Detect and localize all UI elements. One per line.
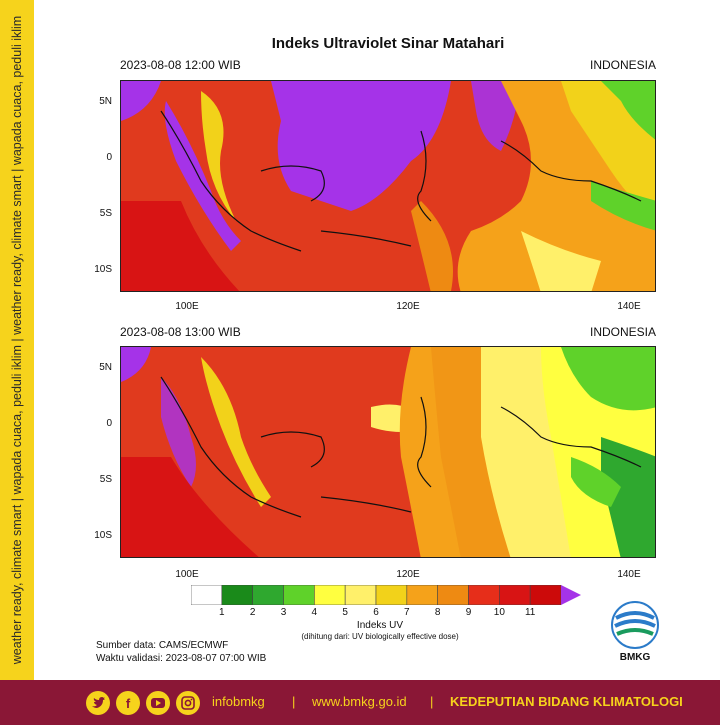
- instagram-icon[interactable]: [176, 691, 200, 715]
- side-banner-text: weather ready, climate smart | wapada cu…: [10, 15, 24, 665]
- map2-datetime: 2023-08-08 13:00 WIB: [120, 325, 241, 339]
- legend-swatch: [406, 584, 438, 606]
- legend-tick-label: 6: [373, 607, 379, 618]
- legend-tick-label: 10: [493, 607, 505, 618]
- legend-title: Indeks UV: [356, 620, 404, 631]
- map1-datetime: 2023-08-08 12:00 WIB: [120, 58, 241, 72]
- map2-lon-label: 140E: [617, 569, 641, 580]
- bmkg-logo-icon: [610, 600, 660, 650]
- map1-lon-label: 140E: [617, 301, 641, 312]
- map1-lon-label: 100E: [175, 301, 199, 312]
- legend-tick-label: 11: [524, 607, 536, 618]
- map2-lat-label: 5N: [99, 362, 112, 373]
- validity-time: Waktu validasi: 2023-08-07 07:00 WIB: [96, 653, 267, 664]
- uv-map-1200: [120, 80, 656, 292]
- legend-tick-label: 1: [219, 607, 225, 618]
- side-banner: weather ready, climate smart | wapada cu…: [0, 0, 34, 680]
- legend-subtitle: (dihitung dari: UV biologically effectiv…: [301, 632, 459, 641]
- uv-map-1200-canvas: [121, 81, 655, 291]
- map2-lat-label: 10S: [94, 530, 112, 541]
- map1-lat-label: 5S: [99, 208, 112, 219]
- legend-tick-label: 4: [311, 607, 318, 618]
- legend-swatch: [344, 584, 377, 606]
- legend-tick-label: 3: [280, 607, 287, 618]
- uv-legend-colorbar-svg: [190, 584, 581, 606]
- legend-tick-label: 2: [249, 607, 256, 618]
- map2-lat-label: 0: [106, 418, 112, 429]
- legend-tick-label: 8: [434, 607, 441, 618]
- twitter-icon[interactable]: [86, 691, 110, 715]
- uv-map-1300: [120, 346, 656, 558]
- footer-separator: |: [430, 694, 434, 709]
- legend-tick-label: 5: [342, 607, 348, 618]
- map2-lon-label: 120E: [396, 569, 420, 580]
- legend-swatch: [468, 584, 500, 606]
- legend-swatch: [283, 584, 315, 606]
- footer-separator: |: [292, 694, 296, 709]
- map2-region: INDONESIA: [589, 325, 656, 339]
- legend-tick-label: 9: [465, 607, 472, 618]
- legend-swatch: [437, 584, 469, 606]
- social-handle[interactable]: infobmkg: [212, 694, 265, 709]
- legend-swatch: [252, 584, 284, 606]
- map1-region: INDONESIA: [589, 58, 656, 72]
- source-data: Sumber data: CAMS/ECMWF: [96, 640, 229, 651]
- youtube-icon[interactable]: [146, 691, 170, 715]
- legend-swatch: [529, 584, 562, 606]
- map1-lon-label: 120E: [396, 301, 420, 312]
- facebook-icon[interactable]: f: [116, 691, 140, 715]
- legend-swatch: [190, 584, 223, 606]
- map1-lat-label: 0: [106, 152, 112, 163]
- map1-lat-label: 5N: [99, 96, 112, 107]
- page-title: Indeks Ultraviolet Sinar Matahari: [271, 35, 505, 52]
- map2-lat-label: 5S: [99, 474, 112, 485]
- legend-swatch: [375, 584, 408, 606]
- legend-swatch: [221, 584, 253, 606]
- legend-arrow: [561, 585, 581, 605]
- legend-tick-label: 7: [404, 607, 410, 618]
- map1-lat-label: 10S: [94, 264, 112, 275]
- legend-swatch: [499, 584, 531, 606]
- legend-swatch: [314, 584, 346, 606]
- department-name: KEDEPUTIAN BIDANG KLIMATOLOGI: [450, 694, 683, 709]
- uv-legend-colorbar: [190, 584, 581, 606]
- map2-lon-label: 100E: [175, 569, 199, 580]
- uv-map-1300-canvas: [121, 347, 655, 557]
- website-link[interactable]: www.bmkg.go.id: [312, 694, 407, 709]
- bmkg-logo-text: BMKG: [619, 652, 651, 663]
